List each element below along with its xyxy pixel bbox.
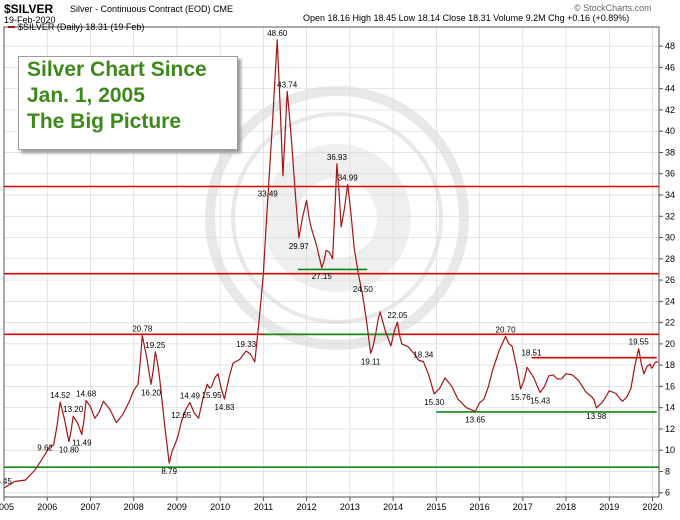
legend-label: $SILVER (Daily) 18.31 (19 Feb) [18,22,144,32]
price-label: 19.25 [145,341,166,350]
price-label: 20.78 [132,325,153,334]
price-label: 18.51 [521,349,542,358]
x-tick-label: 2006 [37,502,57,512]
price-label: 15.30 [424,398,445,407]
price-label: 12.65 [171,411,192,420]
chart-date: 19-Feb-2020 [4,15,56,25]
y-tick-label: 22 [665,318,675,328]
silver-price-line [3,39,659,489]
y-tick-label: 10 [665,445,675,455]
price-label: 15.43 [530,396,551,405]
y-tick-label: 40 [665,126,675,136]
x-tick-label: 2017 [513,502,533,512]
price-label: 11.49 [72,438,92,447]
y-tick-label: 44 [665,84,675,94]
legend: $SILVER (Daily) 18.31 (19 Feb) [8,22,144,32]
price-label: 43.74 [277,80,298,89]
price-label: 14.49 [180,391,201,400]
price-label: 29.97 [289,242,310,251]
y-tick-label: 6 [665,488,670,498]
price-label: 48.60 [267,29,288,38]
price-label: 14.68 [76,389,97,398]
y-tick-label: 38 [665,147,675,157]
y-tick-label: 32 [665,211,675,221]
price-label: 18.34 [413,351,434,360]
annotation-box: Silver Chart Since Jan. 1, 2005 The Big … [18,56,238,150]
x-tick-label: 2005 [0,502,14,512]
price-label: 27.15 [312,272,333,281]
x-tick-label: 2020 [642,502,662,512]
x-tick-label: 2011 [254,502,273,512]
y-tick-label: 34 [665,190,675,200]
annotation-line-2: Jan. 1, 2005 [27,84,145,107]
price-label: 8.79 [161,467,177,476]
price-label: 22.05 [387,311,408,320]
x-tick-label: 2008 [124,502,144,512]
price-label: 13.98 [586,412,607,421]
x-tick-label: 2019 [599,502,619,512]
support-resistance-lines [4,185,659,469]
price-label: 19.11 [361,357,381,366]
price-label: 16.20 [141,388,162,397]
x-tick-label: 2013 [340,502,360,512]
price-label: 36.93 [327,153,348,162]
y-tick-label: 48 [665,41,675,51]
price-labels: 6.45 9.62 14.52 10.80 13.20 11.49 14.68 20.78 16… [0,29,649,486]
price-label: 14.52 [50,391,71,400]
price-label: 6.45 [0,477,12,486]
price-label: 14.83 [214,403,235,412]
price-label: 19.33 [236,340,257,349]
price-label: 10.80 [59,446,80,455]
x-tick-label: 2016 [470,502,490,512]
x-tick-label: 2012 [297,502,317,512]
price-label: 24.50 [353,285,374,294]
x-tick-label: 2007 [80,502,100,512]
price-label: 13.20 [63,405,84,414]
annotation-line-3: The Big Picture [27,110,182,133]
symbol-title: $SILVER [4,2,54,16]
price-label: 19.55 [629,338,650,347]
grid [3,27,659,497]
y-tick-label: 14 [665,403,675,413]
x-axis: 2005 2006 2007 2008 2009 2010 2011 2012 2013 2014… [0,497,663,512]
y-tick-label: 12 [665,424,675,434]
price-label: 15.76 [511,393,532,402]
x-tick-label: 2009 [167,502,187,512]
symbol-description: Silver - Continuous Contract (EOD) CME [70,4,234,14]
annotation-line-1: Silver Chart Since [27,58,207,81]
y-tick-label: 16 [665,381,675,391]
x-tick-label: 2010 [210,502,230,512]
coin-watermark [205,86,469,350]
y-tick-label: 8 [665,466,670,476]
x-tick-label: 2014 [383,502,403,512]
y-tick-label: 30 [665,233,675,243]
y-tick-label: 24 [665,296,675,306]
plot-border [3,26,660,498]
stockcharts-watermark: © StockCharts.com [574,3,652,13]
price-label: 9.62 [37,443,53,452]
ohlc-summary: Open 18.16 High 18.45 Low 18.14 Close 18… [303,13,630,23]
y-axis: 6 8 10 12 14 16 18 20 22 24 26 28 30 32 34 36 38 40 42 44 46… [659,41,675,498]
price-label: 13.65 [465,415,486,424]
x-tick-label: 2018 [556,502,576,512]
x-tick-label: 2015 [426,502,446,512]
price-label: 15.95 [202,391,223,400]
y-tick-label: 28 [665,254,675,264]
y-tick-label: 46 [665,62,675,72]
price-label: 33.49 [258,189,279,198]
y-tick-label: 36 [665,169,675,179]
y-tick-label: 26 [665,275,675,285]
y-tick-label: 20 [665,339,675,349]
price-label: 20.70 [496,325,517,334]
y-tick-label: 18 [665,360,675,370]
y-tick-label: 42 [665,105,675,115]
price-label: 34.99 [338,173,359,182]
